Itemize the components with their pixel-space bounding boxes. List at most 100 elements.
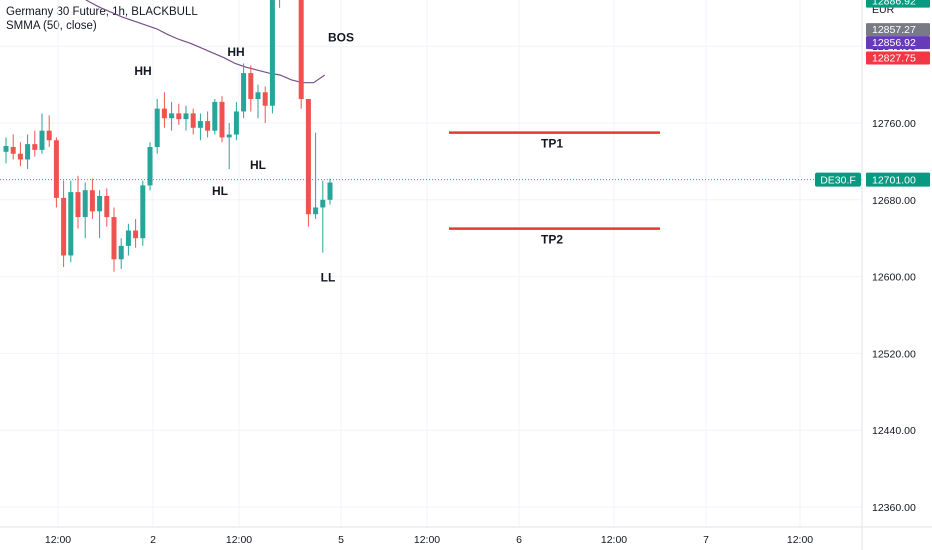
candle-body[interactable] (89, 190, 95, 212)
candle[interactable] (241, 63, 247, 119)
candle[interactable] (61, 180, 67, 267)
candle[interactable] (89, 178, 95, 219)
candle-body[interactable] (169, 113, 175, 119)
candle-body[interactable] (133, 230, 139, 239)
candle[interactable] (118, 238, 124, 269)
targets-group[interactable]: TP1 TP2 (449, 131, 660, 247)
candle-body[interactable] (298, 0, 304, 99)
candle[interactable] (104, 188, 110, 227)
candle[interactable] (161, 92, 167, 128)
candle-body[interactable] (140, 185, 146, 239)
candle[interactable] (10, 134, 16, 160)
candles[interactable] (3, 0, 333, 272)
candle-body[interactable] (104, 195, 110, 218)
annotation-bos: BOS (328, 30, 354, 44)
candle[interactable] (313, 132, 319, 219)
candle[interactable] (305, 99, 311, 227)
candle-body[interactable] (39, 130, 45, 150)
candle-body[interactable] (75, 192, 81, 218)
candle[interactable] (154, 99, 160, 154)
candle[interactable] (277, 0, 282, 8)
candle-body[interactable] (327, 182, 333, 200)
time-tick-label: 5 (338, 534, 344, 546)
candle[interactable] (3, 137, 9, 164)
price-axis-bg (862, 0, 932, 550)
candle[interactable] (111, 207, 117, 272)
candle-body[interactable] (226, 134, 232, 138)
annotation-hl: HL (212, 184, 228, 198)
candle-body[interactable] (68, 192, 74, 256)
candle-body[interactable] (17, 153, 23, 160)
candle-body[interactable] (197, 121, 203, 128)
candle[interactable] (32, 130, 38, 157)
candle[interactable] (255, 84, 261, 119)
candle-body[interactable] (111, 217, 117, 260)
candle-body[interactable] (3, 146, 9, 152)
candle-body[interactable] (25, 144, 31, 160)
candle[interactable] (190, 108, 196, 135)
candle[interactable] (183, 105, 189, 131)
candle[interactable] (327, 178, 333, 205)
candle-body[interactable] (61, 197, 67, 256)
candle-body[interactable] (205, 121, 211, 131)
candle-body[interactable] (212, 101, 218, 131)
candle-body[interactable] (125, 230, 131, 246)
candle-body[interactable] (154, 108, 160, 147)
candle[interactable] (75, 175, 81, 229)
candle-body[interactable] (305, 99, 311, 215)
candle[interactable] (233, 101, 239, 141)
candle-body[interactable] (255, 92, 261, 99)
candle-body[interactable] (82, 190, 88, 218)
candle[interactable] (53, 137, 59, 208)
candle[interactable] (262, 86, 268, 123)
candle-body[interactable] (262, 92, 268, 106)
candle[interactable] (176, 103, 182, 125)
candle[interactable] (140, 180, 146, 246)
candle-body[interactable] (190, 113, 196, 128)
candle-body[interactable] (241, 73, 247, 112)
candle-body[interactable] (219, 101, 225, 138)
candle-body[interactable] (313, 207, 319, 215)
candle[interactable] (68, 180, 74, 263)
time-tick-label: 12:00 (601, 534, 627, 546)
candle[interactable] (125, 223, 131, 256)
candle-body[interactable] (97, 195, 103, 212)
candle-body[interactable] (176, 113, 182, 120)
candle[interactable] (133, 219, 139, 248)
chart-title: Germany 30 Future, 1h, BLACKBULL (6, 6, 198, 18)
price-tick-label: 12440.00 (872, 425, 916, 437)
candle-body[interactable] (248, 73, 254, 99)
candle[interactable] (97, 190, 103, 239)
candle[interactable] (17, 142, 23, 167)
candle[interactable] (219, 96, 225, 143)
candle-body[interactable] (269, 0, 275, 106)
candle-body[interactable] (147, 147, 153, 186)
candle[interactable] (320, 180, 326, 253)
candle[interactable] (205, 111, 211, 138)
candle-body[interactable] (233, 111, 239, 135)
candle[interactable] (226, 123, 232, 170)
candle-body[interactable] (53, 140, 59, 198)
candle[interactable] (147, 142, 153, 191)
candle[interactable] (169, 101, 175, 131)
candle[interactable] (298, 0, 304, 109)
time-axis[interactable]: 12:00 2 12:00 5 12:00 6 12:00 7 12:00 (0, 526, 932, 546)
tp-label-2: TP2 (541, 233, 563, 247)
price-axis[interactable]: EUR13240.0013160.0013080.0013000.0012920… (815, 0, 932, 550)
candle-body[interactable] (161, 108, 167, 119)
candle[interactable] (39, 113, 45, 154)
candle-body[interactable] (10, 147, 16, 154)
candle[interactable] (212, 99, 218, 135)
candle-body[interactable] (32, 144, 38, 150)
candle[interactable] (25, 134, 31, 170)
candle-body[interactable] (183, 113, 189, 120)
candle[interactable] (46, 115, 52, 147)
candle[interactable] (248, 65, 254, 112)
candle-body[interactable] (46, 130, 52, 141)
candle[interactable] (269, 0, 275, 114)
candle[interactable] (82, 182, 88, 239)
candle[interactable] (197, 113, 203, 141)
candle-body[interactable] (320, 199, 326, 208)
candle-body[interactable] (118, 245, 124, 260)
